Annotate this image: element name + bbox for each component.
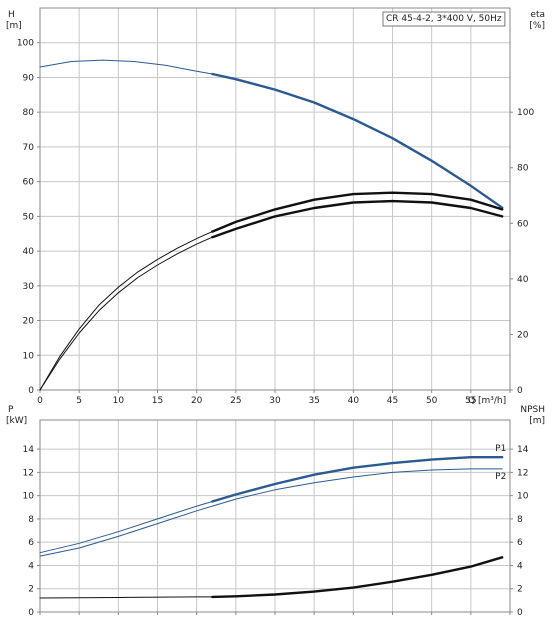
- right-axis-name: eta: [530, 10, 545, 20]
- left-axis-tick-label: 0: [28, 386, 34, 396]
- x-axis-tick-label: 45: [387, 396, 398, 406]
- x-axis-label: Q [m³/h]: [468, 396, 506, 406]
- right-axis-tick-label: 0: [517, 386, 523, 396]
- right-axis-tick-label: 100: [517, 108, 534, 118]
- left-axis-name: P: [8, 405, 14, 415]
- left-axis-tick-label: 70: [23, 143, 35, 153]
- x-axis-tick-label: 20: [191, 396, 203, 406]
- left-axis-tick-label: 60: [23, 178, 35, 188]
- x-axis-tick-label: 10: [113, 396, 125, 406]
- left-axis-tick-label: 50: [23, 212, 35, 222]
- right-axis-tick-label: 60: [517, 219, 529, 229]
- right-axis-tick-label: 6: [517, 538, 523, 548]
- series-curve-2-line: [39, 192, 503, 391]
- title-box: [382, 11, 506, 27]
- series-curve-1-operating-range: [211, 199, 504, 239]
- left-axis-name: H: [8, 10, 15, 20]
- left-axis-tick-label: 100: [17, 39, 34, 49]
- series-p1-line: [39, 456, 503, 554]
- left-axis-tick-label: 90: [23, 73, 35, 83]
- right-axis-tick-label: 80: [517, 164, 529, 174]
- right-axis-tick-label: 10: [517, 492, 529, 502]
- chart-title: CR 45-4-2, 3*400 V, 50Hz: [386, 14, 502, 24]
- right-axis-name: NPSH: [520, 405, 545, 415]
- right-axis-unit: [m]: [529, 416, 545, 426]
- right-axis-tick-label: 14: [517, 445, 529, 455]
- x-axis-tick-label: 35: [308, 396, 319, 406]
- series-curve-2-operating-range: [211, 556, 504, 599]
- left-axis-tick-label: 0: [28, 608, 34, 618]
- right-axis-tick-label: 40: [517, 275, 529, 285]
- right-axis-unit: [%]: [529, 21, 545, 31]
- right-axis-tick-label: 2: [517, 585, 523, 595]
- left-axis-tick-label: 40: [23, 247, 35, 257]
- left-axis-tick-label: 12: [23, 468, 34, 478]
- right-axis-tick-label: 12: [517, 468, 528, 478]
- left-axis-tick-label: 8: [28, 515, 34, 525]
- x-axis-tick-label: 50: [426, 396, 438, 406]
- series-p2-label: P2: [495, 472, 506, 482]
- left-axis-tick-label: 2: [28, 585, 34, 595]
- series-curve-2-operating-range: [211, 191, 504, 233]
- x-axis-tick-label: 55: [465, 396, 476, 406]
- series-p2-line: [39, 468, 503, 557]
- right-axis-tick-label: 0: [517, 608, 523, 618]
- head-efficiency-chart: 0102030405060708090100020406080100H[m]et…: [6, 7, 545, 406]
- series-p1-label: P1: [495, 444, 506, 454]
- series-curve-2-line: [39, 556, 503, 599]
- left-axis-tick-label: 30: [23, 282, 35, 292]
- x-axis-tick-label: 40: [348, 396, 360, 406]
- left-axis-tick-label: 4: [28, 561, 34, 571]
- power-npsh-chart: 0 2 4 6 8 10 12 14 0 2 4 6 8 10 12 14 P[kW] NPSH[m] P1 P2: [6, 405, 545, 618]
- series-p1-operating-range: [211, 456, 504, 503]
- left-axis-tick-label: 10: [23, 492, 35, 502]
- x-axis-tick-label: 30: [269, 396, 281, 406]
- x-axis-tick-label: 5: [76, 396, 82, 406]
- x-axis-tick-label: 15: [152, 396, 163, 406]
- left-axis-unit: [kW]: [6, 416, 27, 426]
- left-axis-tick-label: 20: [23, 317, 35, 327]
- left-axis-tick-label: 80: [23, 108, 35, 118]
- x-axis-tick-label: 25: [230, 396, 241, 406]
- left-axis-tick-label: 14: [23, 445, 35, 455]
- right-axis-tick-label: 4: [517, 561, 523, 571]
- left-axis-unit: [m]: [6, 21, 22, 31]
- left-axis-tick-label: 10: [23, 351, 35, 361]
- right-axis-tick-label: 8: [517, 515, 523, 525]
- series-curve-0-operating-range: [211, 72, 504, 209]
- left-axis-tick-label: 6: [28, 538, 34, 548]
- right-axis-tick-label: 20: [517, 330, 529, 340]
- series-curve-0-line: [39, 59, 503, 209]
- x-axis-tick-label: 0: [37, 396, 43, 406]
